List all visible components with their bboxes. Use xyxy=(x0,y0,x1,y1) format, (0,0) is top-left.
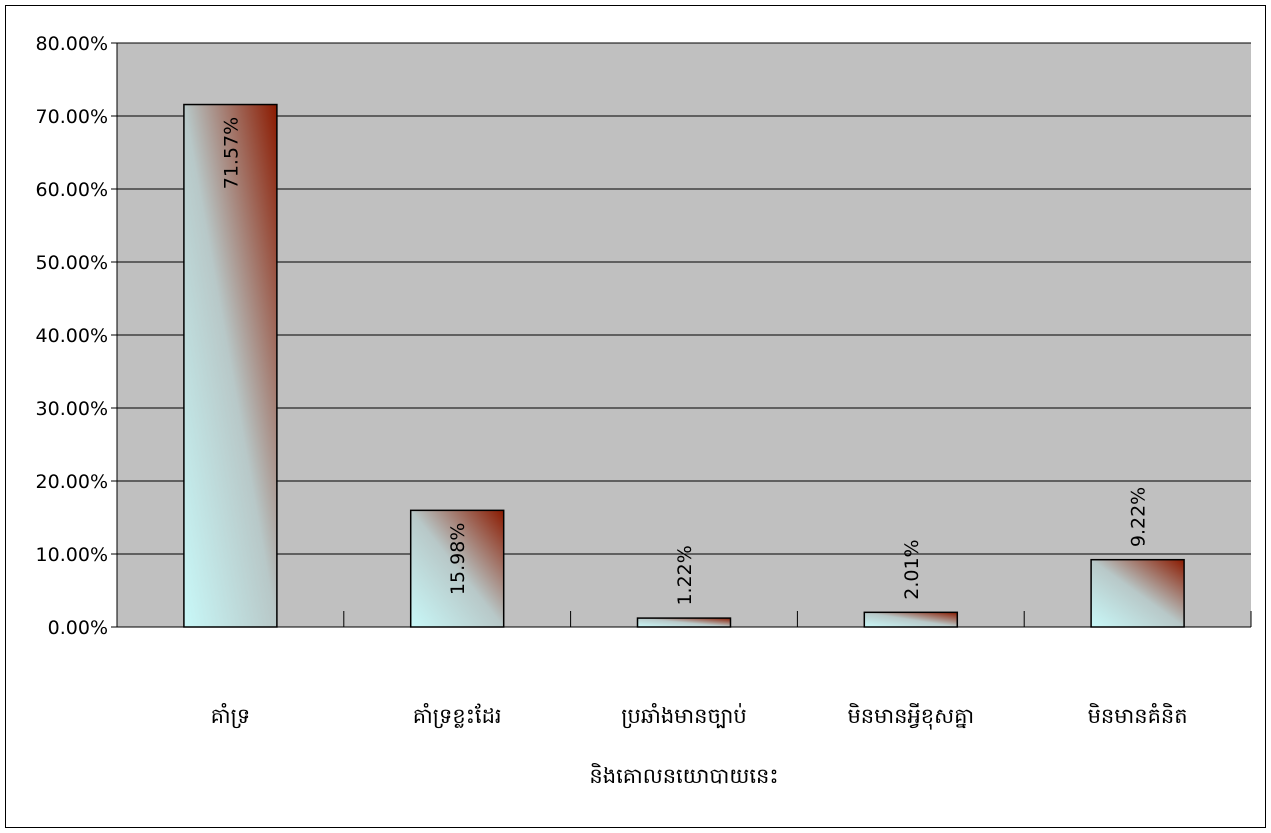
category-labels: គាំទ្រ គាំទ្រខ្លះដែរ ប្រឆាំងមានច្បាប់ មិនមា… xyxy=(211,703,1188,730)
category-label: ប្រឆាំងមានច្បាប់ xyxy=(621,703,747,729)
data-label: 1.22% xyxy=(674,545,696,605)
category-label: មិនមានគំនិត xyxy=(1088,703,1188,728)
y-axis-ticks: 0.00% 10.00% 20.00% 30.00% 40.00% 50.00% 60.00… xyxy=(36,33,117,639)
y-tick-label: 0.00% xyxy=(48,617,108,639)
y-tick-label: 20.00% xyxy=(36,471,108,493)
category-label-extra-line: និងគោលនយោបាយនេះ xyxy=(589,763,778,788)
y-tick-label: 30.00% xyxy=(36,398,108,420)
data-label: 2.01% xyxy=(901,539,923,599)
category-label: គាំទ្រខ្លះដែរ xyxy=(413,703,502,729)
category-label: គាំទ្រ xyxy=(211,703,251,729)
y-tick-label: 50.00% xyxy=(36,252,108,274)
y-tick-label: 10.00% xyxy=(36,544,108,566)
bar xyxy=(864,612,957,627)
data-label: 15.98% xyxy=(447,523,469,595)
data-label: 71.57% xyxy=(220,117,242,189)
y-tick-label: 40.00% xyxy=(36,325,108,347)
y-tick-label: 70.00% xyxy=(36,106,108,128)
data-label: 9.22% xyxy=(1128,487,1150,547)
y-tick-label: 80.00% xyxy=(36,33,108,55)
bar xyxy=(638,618,731,627)
bar xyxy=(1091,560,1184,627)
category-label: មិនមានអ្វីខុសគ្នា xyxy=(847,703,974,730)
y-tick-label: 60.00% xyxy=(36,179,108,201)
